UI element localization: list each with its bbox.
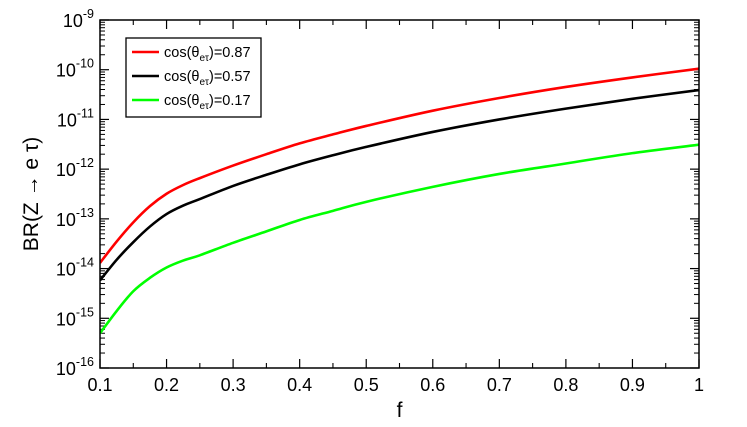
legend: cos(θeτ)=0.87 cos(θeτ)=0.57 cos(θeτ)=0.17 bbox=[125, 37, 262, 118]
x-tick-label: 0.4 bbox=[287, 375, 312, 395]
y-tick-labels: 10-16 10-15 10-14 10-13 10-12 10-11 10-10 10-9 bbox=[56, 7, 94, 379]
x-tick-label: 0.6 bbox=[420, 375, 445, 395]
x-tick-label: 0.7 bbox=[487, 375, 512, 395]
x-tick-label: 0.9 bbox=[620, 375, 645, 395]
series-line-2 bbox=[100, 88, 699, 282]
legend-label: cos(θeτ)=0.87 bbox=[164, 45, 251, 64]
y-tick-label: 10-16 bbox=[56, 355, 94, 379]
series-line-3 bbox=[100, 143, 699, 335]
data-series bbox=[100, 67, 699, 335]
x-tick-label: 0.1 bbox=[87, 375, 112, 395]
legend-label: cos(θeτ)=0.17 bbox=[164, 93, 251, 112]
x-tick-label: 1 bbox=[694, 375, 704, 395]
y-tick-label: 10-11 bbox=[57, 106, 94, 130]
x-tick-label: 0.2 bbox=[154, 375, 179, 395]
y-tick-label: 10-10 bbox=[56, 57, 94, 81]
y-tick-label: 10-9 bbox=[63, 7, 94, 31]
y-tick-label: 10-14 bbox=[56, 256, 94, 280]
series-line-1 bbox=[100, 67, 699, 264]
y-tick-label: 10-15 bbox=[56, 305, 94, 329]
y-tick-label: 10-12 bbox=[56, 156, 94, 180]
x-tick-label: 0.5 bbox=[354, 375, 379, 395]
y-tick-label: 10-13 bbox=[56, 206, 94, 230]
x-axis-title: f bbox=[397, 399, 403, 422]
y-axis-title: BR(Z → e τ) bbox=[20, 137, 43, 251]
x-tick-label: 0.3 bbox=[221, 375, 246, 395]
legend-label: cos(θeτ)=0.57 bbox=[164, 69, 251, 88]
x-tick-labels: 0.1 0.2 0.3 0.4 0.5 0.6 0.7 0.8 0.9 1 bbox=[87, 375, 704, 395]
x-tick-label: 0.8 bbox=[553, 375, 578, 395]
plot-frame bbox=[99, 19, 700, 369]
